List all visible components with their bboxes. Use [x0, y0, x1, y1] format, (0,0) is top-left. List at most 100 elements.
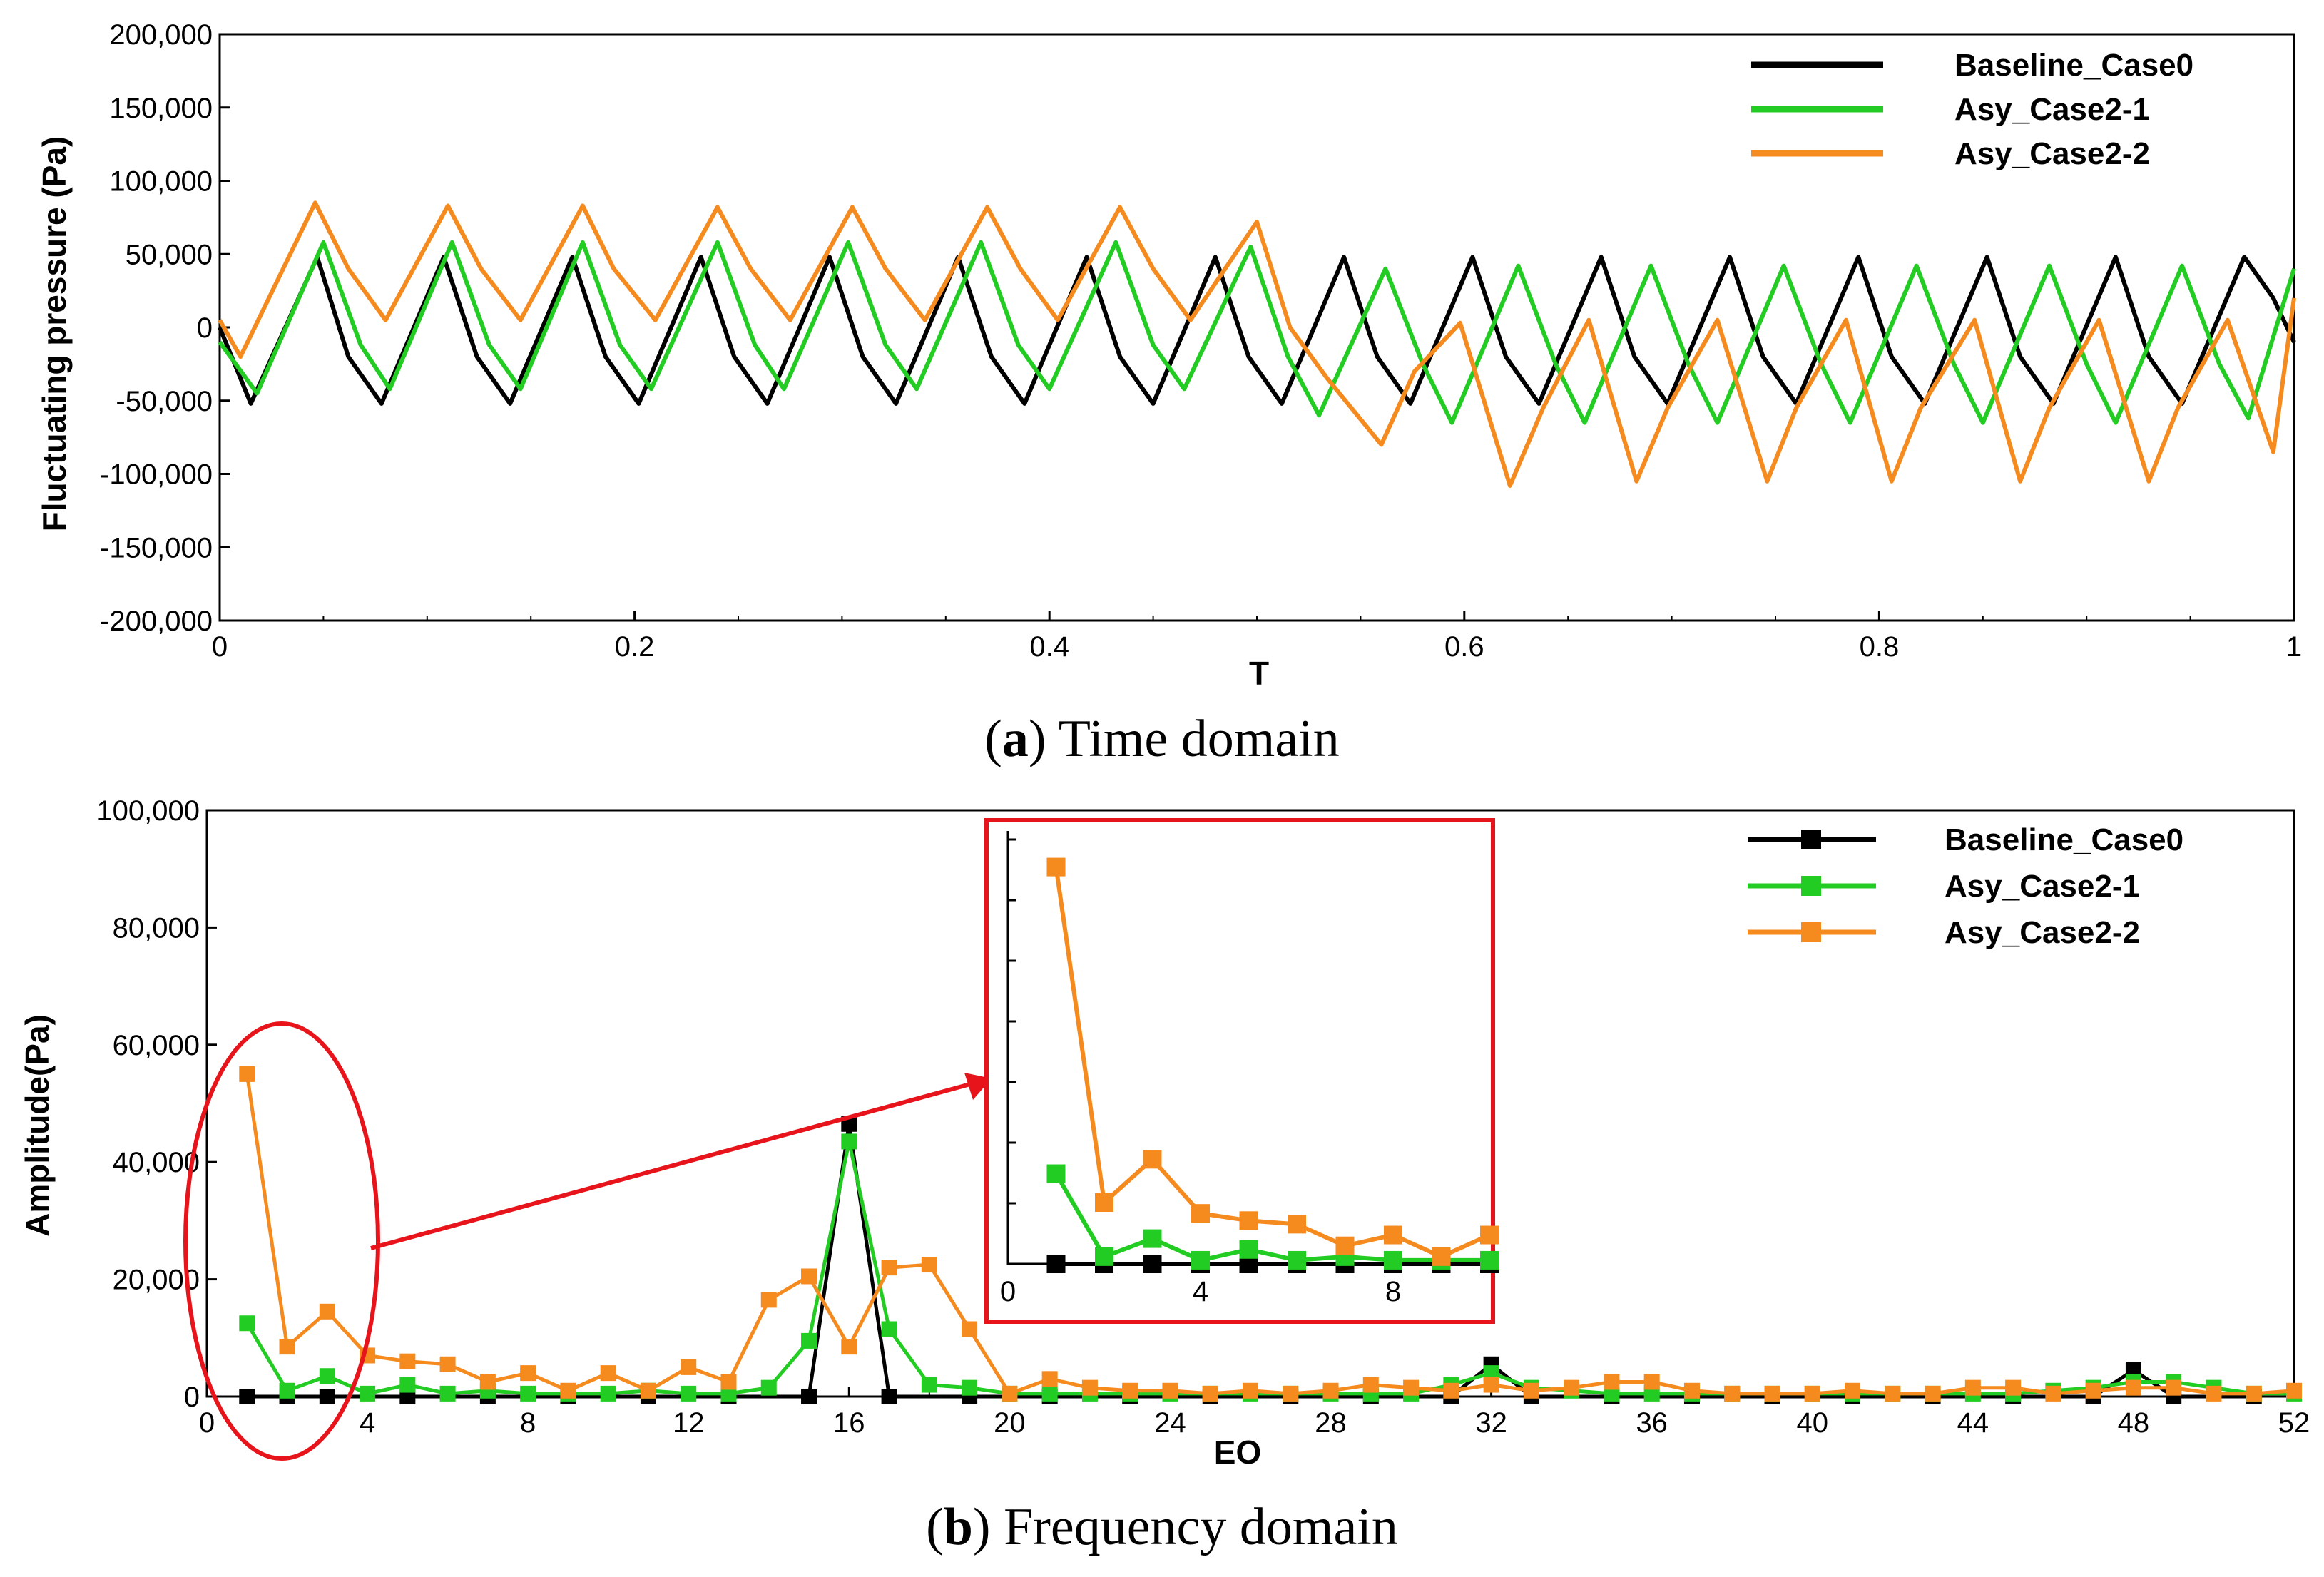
data-point-case21	[520, 1385, 536, 1402]
data-point-case22	[1724, 1385, 1741, 1402]
freq-legend-case21-label: Asy_Case2-1	[1945, 869, 2140, 904]
data-point-case22	[439, 1356, 456, 1372]
inset-point-case21	[1384, 1250, 1402, 1270]
data-point-case22	[760, 1292, 777, 1308]
x-tick-label: 0	[212, 631, 228, 663]
data-point-case22	[881, 1260, 897, 1276]
data-point-case21	[921, 1377, 937, 1393]
y-tick-label: 50,000	[126, 239, 213, 270]
x-tick-label: 12	[673, 1407, 705, 1439]
inset-point-case22	[1191, 1204, 1210, 1223]
x-tick-label: 0	[199, 1407, 215, 1439]
data-point-case22	[1002, 1385, 1018, 1402]
data-point-case22	[1362, 1377, 1379, 1393]
time-legend-case22-label: Asy_Case2-2	[1954, 136, 2150, 171]
inset-point-case22	[1335, 1236, 1355, 1255]
inset-point-case22	[1384, 1225, 1402, 1245]
data-point-case21	[962, 1379, 978, 1396]
data-point-case22	[319, 1303, 335, 1320]
data-point-baseline	[801, 1389, 817, 1404]
data-point-case21	[239, 1315, 255, 1332]
y-tick-label: 60,000	[113, 1030, 200, 1061]
data-point-case22	[1523, 1382, 1539, 1399]
data-point-case22	[520, 1365, 536, 1382]
inset-point-case21	[1143, 1229, 1162, 1248]
y-tick-label: -100,000	[100, 459, 213, 491]
data-point-case21	[760, 1379, 777, 1396]
time-x-ticks: 0 0.2 0.4 0.6 0.8 1	[212, 611, 2302, 663]
data-point-case22	[600, 1365, 616, 1382]
x-tick-label: 28	[1315, 1407, 1347, 1439]
inset-x-tick-label: 0	[1000, 1276, 1016, 1307]
series-line-baseline	[218, 255, 2296, 406]
data-point-case22	[2166, 1379, 2182, 1396]
data-point-case22	[1202, 1385, 1218, 1402]
data-point-case22	[479, 1374, 496, 1390]
x-tick-label: 20	[994, 1407, 1026, 1439]
time-legend: Baseline_Case0 Asy_Case2-1 Asy_Case2-2	[1751, 48, 2193, 171]
data-point-case22	[1925, 1385, 1941, 1402]
inset-line-case22	[1054, 867, 1491, 1260]
data-point-case22	[1845, 1382, 1861, 1399]
time-legend-baseline-label: Baseline_Case0	[1954, 48, 2193, 83]
data-point-case22	[239, 1066, 255, 1082]
data-point-case22	[1564, 1379, 1580, 1396]
data-point-case22	[1483, 1377, 1499, 1393]
data-point-case22	[1283, 1385, 1299, 1402]
data-point-case22	[1122, 1382, 1138, 1399]
time-y-axis-label: Fluctuating pressure (Pa)	[36, 136, 73, 532]
data-point-case22	[921, 1257, 937, 1273]
inset-point-case22	[1480, 1225, 1499, 1245]
data-point-case22	[1443, 1382, 1459, 1399]
x-tick-label: 48	[2118, 1407, 2150, 1439]
data-point-case22	[279, 1339, 295, 1355]
inset-point-case22	[1143, 1150, 1162, 1169]
data-point-case22	[1243, 1382, 1258, 1399]
freq-caption: (b) Frequency domain	[926, 1498, 1398, 1556]
data-point-case22	[1162, 1382, 1178, 1399]
x-tick-label: 24	[1154, 1407, 1186, 1439]
data-point-case22	[681, 1359, 697, 1375]
data-point-case21	[399, 1377, 416, 1393]
inset-line-case21	[1054, 1172, 1489, 1263]
data-point-case22	[841, 1339, 857, 1355]
x-tick-label: 8	[520, 1407, 536, 1439]
data-point-case22	[1403, 1379, 1420, 1396]
data-point-baseline	[881, 1389, 897, 1404]
inset-x-tick-label: 4	[1193, 1276, 1208, 1307]
inset-point-baseline	[1143, 1255, 1162, 1273]
inset-point-case21	[1239, 1240, 1258, 1259]
time-series-lines	[218, 200, 2296, 488]
data-point-case22	[2125, 1379, 2141, 1396]
inset-point-case22	[1288, 1215, 1306, 1234]
x-tick-label: 52	[2278, 1407, 2310, 1439]
inset-point-case22	[1432, 1247, 1451, 1266]
inset-point-case21	[1288, 1250, 1306, 1270]
data-point-case22	[1885, 1385, 1901, 1402]
freq-legend-baseline-label: Baseline_Case0	[1945, 822, 2183, 857]
data-point-case22	[962, 1321, 978, 1337]
x-tick-label: 16	[833, 1407, 865, 1439]
data-point-case21	[360, 1385, 376, 1402]
data-point-case22	[801, 1268, 817, 1285]
zoom-inset-series	[1046, 857, 1499, 1273]
y-tick-label: -150,000	[100, 532, 213, 563]
data-point-case22	[2045, 1385, 2061, 1402]
freq-x-axis-label: EO	[1214, 1434, 1261, 1471]
data-point-baseline	[319, 1389, 335, 1404]
data-point-case21	[801, 1332, 817, 1349]
x-tick-label: 36	[1636, 1407, 1668, 1439]
data-point-baseline	[239, 1389, 255, 1404]
x-tick-label: 1	[2286, 631, 2302, 663]
data-point-case21	[881, 1321, 897, 1337]
series-line-case21	[218, 240, 2296, 425]
inset-point-case21	[1191, 1250, 1210, 1270]
y-tick-label: 0	[197, 312, 213, 344]
data-point-case22	[399, 1353, 416, 1369]
time-legend-case21-label: Asy_Case2-1	[1954, 92, 2150, 127]
x-tick-label: 0.4	[1029, 631, 1069, 663]
zoom-inset: 0 4 8	[984, 818, 1499, 1324]
freq-legend-case21-marker	[1801, 876, 1821, 896]
x-tick-label: 0.2	[615, 631, 655, 663]
